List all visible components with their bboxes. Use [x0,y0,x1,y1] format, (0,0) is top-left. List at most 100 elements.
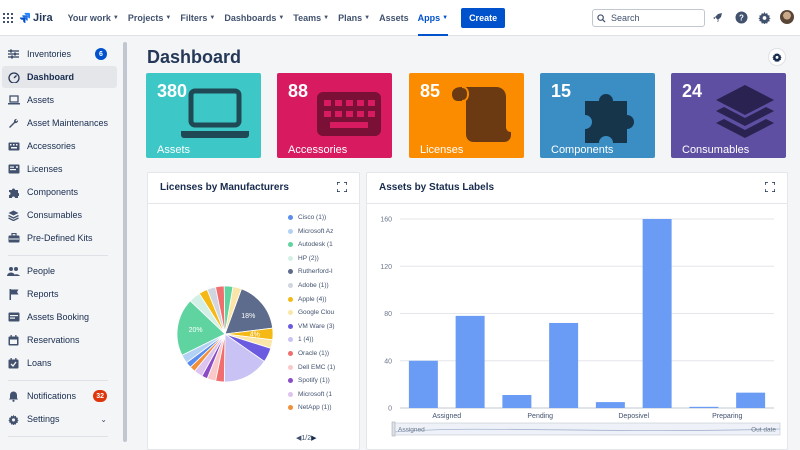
sidebar-item-reservations[interactable]: Reservations [2,329,117,351]
sidebar-item-assets[interactable]: Assets [2,89,117,111]
nav-assets[interactable]: Assets [379,0,409,36]
sidebar-item-assets-booking[interactable]: Assets Booking [2,306,117,328]
legend-swatch [288,296,293,302]
sidebar-item-reports[interactable]: Reports [2,283,117,305]
nav-projects[interactable]: Projects ▼ [128,0,171,36]
sidebar-item-inventories[interactable]: Inventories 6 [2,43,117,65]
chevron-down-icon: ▼ [278,14,285,21]
legend-item[interactable]: VM Ware (3) [288,323,335,330]
card-licenses[interactable]: 85 Licenses [409,73,524,158]
sidebar-item-licenses[interactable]: Licenses [2,158,117,180]
legend-item[interactable]: Microsoft Az [288,228,333,235]
x-tick-label: Pending [527,413,553,420]
sidebar-item-label: Notifications [27,391,77,401]
chevron-down-icon: ▼ [323,14,330,21]
legend-item[interactable]: Microsoft (1 [288,391,332,398]
puzzle-icon [585,94,634,143]
legend-item[interactable]: Rutherford-I [288,268,333,275]
card-value: 15 [551,81,572,101]
laptop-icon [7,94,20,107]
scroller-handle-left[interactable] [391,421,396,437]
legend-item[interactable]: Adobe (1)) [288,282,329,289]
pie-slice[interactable] [224,288,274,335]
help-icon[interactable]: ? [734,10,748,24]
y-tick-label: 0 [388,406,392,413]
sidebar-item-asset-maintenances[interactable]: Asset Maintenances [2,112,117,134]
nav-filters[interactable]: Filters ▼ [180,0,215,36]
legend-item[interactable]: Cisco (1)) [288,214,326,221]
sidebar-item-components[interactable]: Components [2,181,117,203]
sidebar-item-notifications[interactable]: Notifications 32 [2,385,117,407]
legend-swatch [288,337,293,343]
bar[interactable] [689,406,719,408]
legend-item[interactable]: 1 (4)) [288,336,314,343]
legend-item[interactable]: Autodesk (1 [288,241,333,248]
card-value: 380 [157,81,188,101]
dashboard-settings-button[interactable] [768,48,786,66]
sidebar-item-loans[interactable]: Loans [2,352,117,374]
legend-label: Adobe (1)) [298,282,329,289]
sidebar-item-label: Assets [27,95,55,105]
nav-plans[interactable]: Plans ▼ [338,0,370,36]
pie-slice[interactable] [176,300,226,356]
legend-item[interactable]: NetApp (1)) [288,404,332,411]
card-accessories[interactable]: 88 Accessories [277,73,392,158]
sidebar-item-dashboard[interactable]: Dashboard [2,66,117,88]
sidebar-item-consumables[interactable]: Consumables [2,204,117,226]
legend-item[interactable]: Oracle (1)) [288,350,329,357]
legend-item[interactable]: Google Clou [288,309,334,316]
nav-teams[interactable]: Teams ▼ [293,0,329,36]
nav-apps[interactable]: Apps ▼ [417,0,449,36]
panel-divider [148,203,359,204]
sidebar-item-settings[interactable]: Settings ⌄ [2,408,117,430]
card-components[interactable]: 15 Components [540,73,655,158]
bar[interactable] [595,402,625,408]
notifications-rocket-icon[interactable] [711,10,725,24]
card-consumables[interactable]: 24 Consumables [671,73,786,158]
jira-logo[interactable]: Jira [19,12,53,24]
sidebar-item-pre-defined-kits[interactable]: Pre-Defined Kits [2,227,117,249]
legend-item[interactable]: Spotify (1)) [288,377,330,384]
bar[interactable] [736,392,766,408]
legend-label: Cisco (1)) [298,214,327,221]
sidebar-item-accessories[interactable]: Accessories [2,135,117,157]
card-assets[interactable]: 380 Assets [146,73,261,158]
card-label: Assets [157,144,191,156]
bar[interactable] [642,219,672,408]
keyboard-icon [317,92,381,136]
bar[interactable] [455,315,485,408]
bell-icon [7,390,20,403]
x-tick-label: Assigned [432,413,461,420]
settings-gear-icon[interactable] [757,10,771,24]
avatar[interactable] [780,10,794,24]
app-switcher-icon[interactable] [3,12,13,23]
expand-icon[interactable] [765,182,775,192]
nav-label: Apps [417,12,441,23]
prev-page-icon[interactable]: ◀ [296,435,302,442]
legend-swatch [288,242,293,248]
nav-your-work[interactable]: Your work ▼ [68,0,119,36]
legend-item[interactable]: Apple (4)) [288,296,327,303]
legend-item[interactable]: HP (2)) [288,255,319,262]
legend-label: HP (2)) [298,254,319,262]
bar[interactable] [408,360,438,408]
expand-icon[interactable] [337,182,347,192]
sidebar-item-people[interactable]: People [2,260,117,282]
nav-label: Plans [338,12,363,23]
card-value: 88 [288,81,309,101]
sidebar-scrollbar[interactable] [123,42,127,442]
search-input[interactable]: Search [592,9,705,27]
sidebar-item-label: Consumables [27,210,83,220]
svg-text:?: ? [739,13,744,22]
next-page-icon[interactable]: ▶ [311,435,317,442]
x-tick-label: Deposivel [618,413,649,420]
pie-slice[interactable] [223,333,265,383]
bar[interactable] [502,395,532,408]
pie-slice[interactable] [224,286,242,335]
create-button[interactable]: Create [461,7,506,28]
nav-dashboards[interactable]: Dashboards ▼ [224,0,284,36]
bar[interactable] [549,322,579,408]
legend-item[interactable]: Dell EMC (1) [288,364,335,371]
card-label: Components [551,144,614,156]
chart-scroller[interactable] [393,422,781,436]
